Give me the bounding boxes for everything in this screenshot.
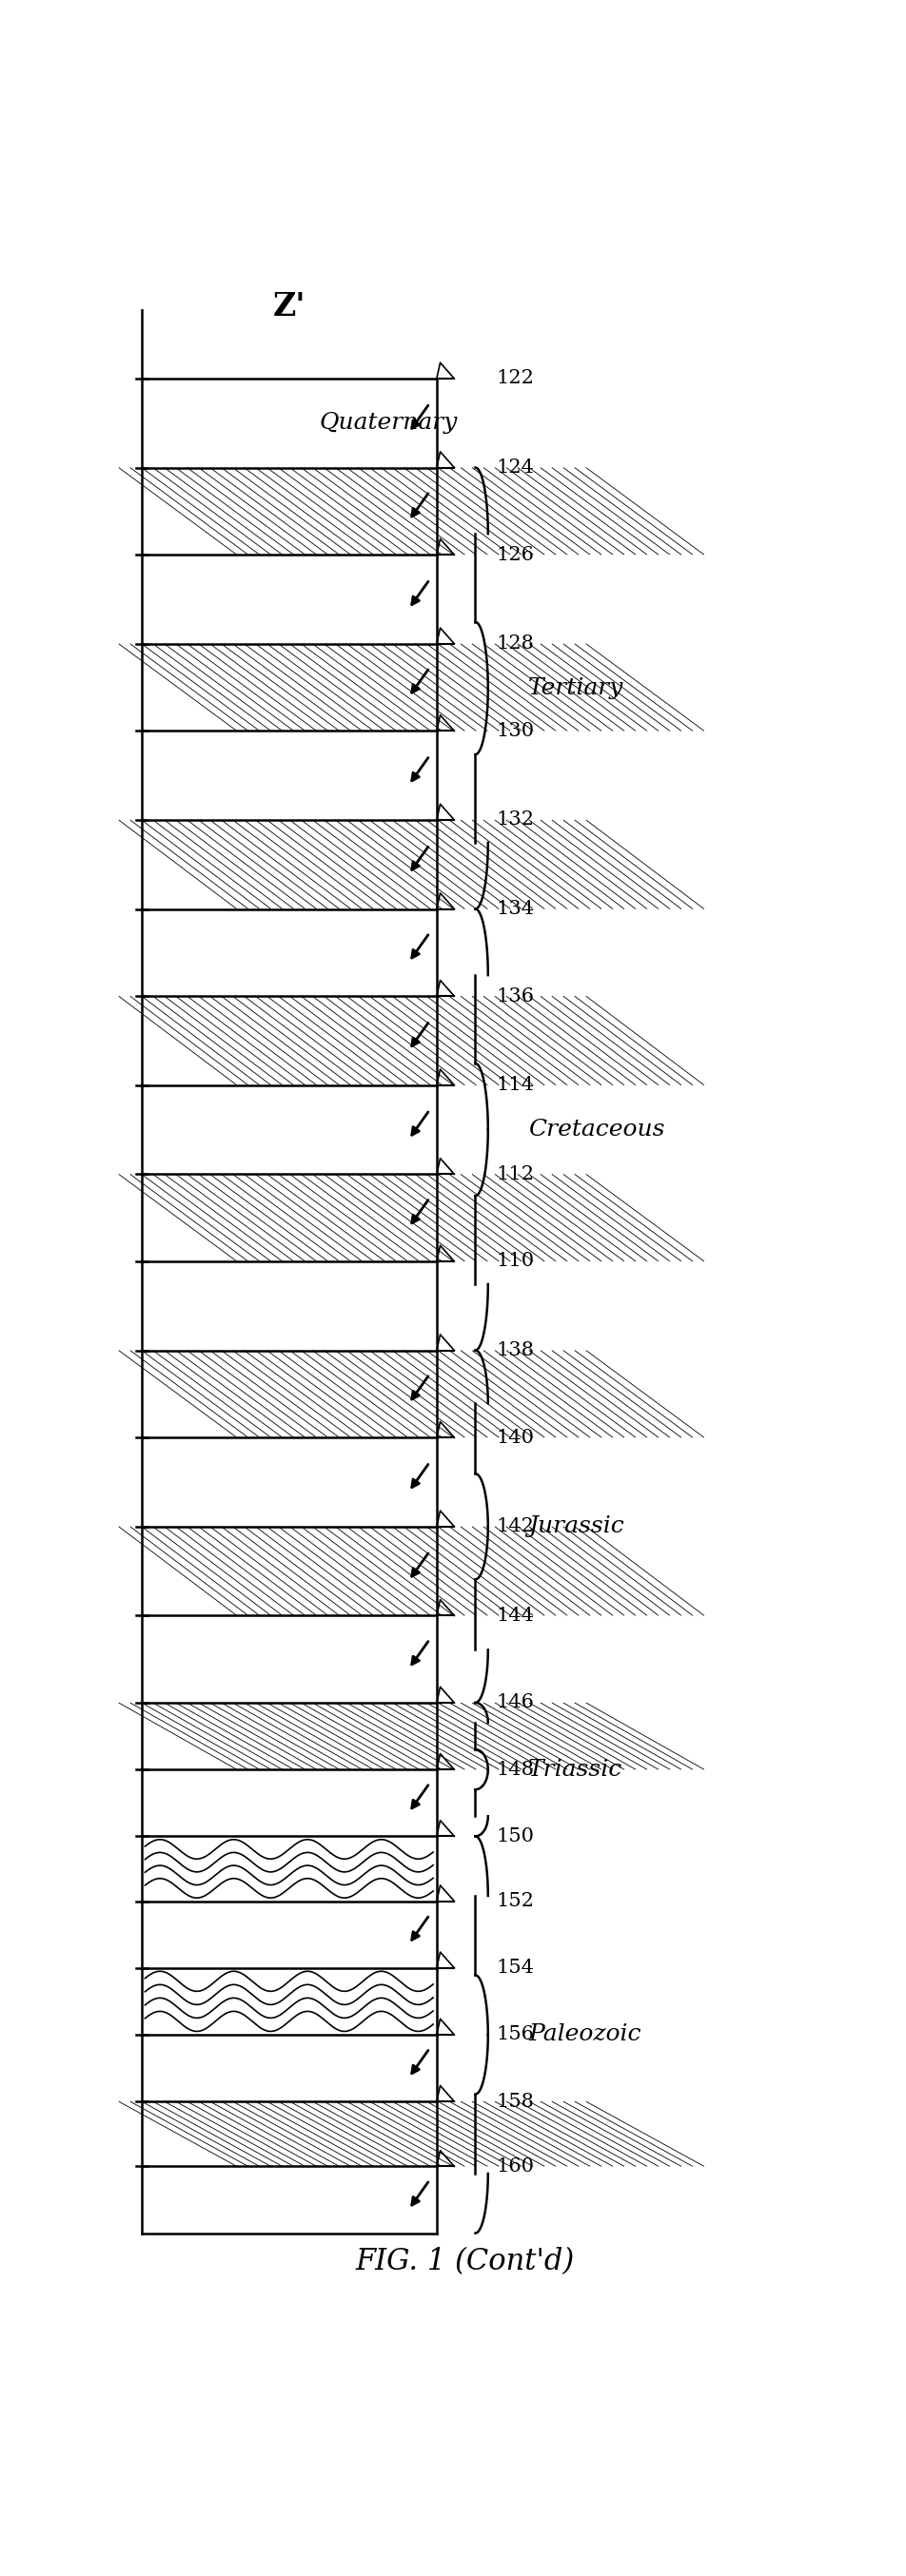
Text: 160: 160 — [496, 2156, 534, 2174]
Bar — [141, 2102, 437, 2166]
Bar — [141, 644, 437, 732]
Bar — [141, 469, 437, 554]
Bar — [141, 1437, 437, 1528]
Text: Quaternary: Quaternary — [319, 412, 458, 433]
Text: 142: 142 — [496, 1517, 534, 1535]
Bar — [141, 1615, 437, 1703]
Bar — [141, 2035, 437, 2102]
Text: Jurassic: Jurassic — [527, 1515, 623, 1538]
Bar — [141, 1528, 437, 1615]
Text: Paleozoic: Paleozoic — [527, 2025, 641, 2045]
Bar — [141, 1175, 437, 1262]
Text: 124: 124 — [496, 459, 534, 477]
Text: 114: 114 — [496, 1077, 534, 1095]
Text: Z': Z' — [273, 291, 305, 322]
Bar — [141, 1703, 437, 1770]
Bar — [141, 1084, 437, 1175]
Bar — [141, 1703, 437, 1770]
Text: 154: 154 — [496, 1958, 534, 1976]
Text: 158: 158 — [496, 2092, 534, 2110]
Bar — [141, 1175, 437, 1262]
Text: 140: 140 — [496, 1430, 534, 1448]
Bar — [141, 1528, 437, 1615]
Text: 130: 130 — [496, 721, 534, 739]
Bar — [141, 1350, 437, 1437]
Text: 144: 144 — [496, 1607, 534, 1625]
Text: Tertiary: Tertiary — [527, 677, 623, 698]
Text: 134: 134 — [496, 899, 534, 917]
Text: Cretaceous: Cretaceous — [527, 1118, 664, 1141]
Bar — [141, 819, 437, 909]
Text: 110: 110 — [496, 1252, 534, 1270]
Text: 148: 148 — [496, 1759, 534, 1777]
Text: 136: 136 — [496, 987, 534, 1005]
Bar — [141, 1968, 437, 2035]
Bar — [141, 2166, 437, 2233]
Text: 146: 146 — [496, 1692, 534, 1713]
Bar — [141, 1262, 437, 1350]
Bar — [141, 379, 437, 469]
Bar — [141, 1770, 437, 1837]
Bar — [141, 732, 437, 819]
Bar — [141, 819, 437, 909]
Bar — [141, 644, 437, 732]
Text: FIG. 1 (Cont'd): FIG. 1 (Cont'd) — [355, 2246, 573, 2277]
Bar — [141, 2102, 437, 2166]
Text: 112: 112 — [496, 1164, 534, 1182]
Text: 152: 152 — [496, 1893, 534, 1911]
Bar — [141, 1901, 437, 1968]
Bar — [141, 909, 437, 997]
Text: 150: 150 — [496, 1826, 534, 1844]
Text: 132: 132 — [496, 811, 534, 829]
Text: 122: 122 — [496, 368, 534, 386]
Bar — [141, 1350, 437, 1437]
Text: Triassic: Triassic — [527, 1759, 622, 1780]
Text: 156: 156 — [496, 2025, 534, 2043]
Text: 128: 128 — [496, 634, 534, 652]
Bar — [141, 997, 437, 1084]
Bar — [141, 1837, 437, 1901]
Text: 138: 138 — [496, 1342, 534, 1360]
Bar — [141, 997, 437, 1084]
Bar — [141, 469, 437, 554]
Bar — [141, 554, 437, 644]
Text: 126: 126 — [496, 546, 534, 564]
